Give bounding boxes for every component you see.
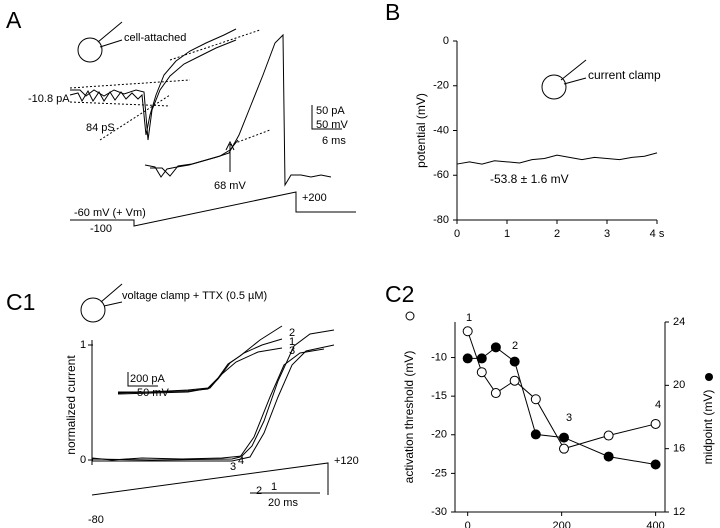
point [476,353,487,364]
annotation: -10.8 pA [28,93,70,105]
panel-label: B [385,0,400,25]
x-tick-label: 200 [552,520,570,528]
y-tick-label: -20 [433,80,449,92]
traces [69,28,356,227]
y2-tick-label: 24 [673,316,685,328]
trace-label: 1 [271,481,277,493]
annotation: 1 [466,312,472,324]
point [476,367,487,378]
scale-label: 6 ms [322,135,346,147]
annotation: -80 [88,514,104,526]
cell-icon [77,21,123,63]
y-axis-label: normalized current [64,355,78,455]
point [462,353,473,364]
y2-tick-label: 16 [673,443,685,455]
annotation: 3 [566,412,572,424]
y2-axis-label: midpoint (mV) [701,390,715,465]
cell-icon [80,283,123,323]
annotation: 2 [512,340,518,352]
trace-label: 4 [238,455,244,467]
y-tick-label: -60 [433,169,449,181]
point [650,459,661,470]
point [558,432,569,443]
y-tick-label: -20 [431,429,447,441]
y2-tick-label: 20 [673,379,685,391]
trace-label: 2 [289,327,295,339]
annotation: 4 [655,399,661,411]
x-tick-label: 2 [554,228,560,240]
annotation: -100 [90,223,112,235]
annotation: +200 [302,192,327,204]
point [509,375,520,386]
x-tick-label: 4 s [650,228,665,240]
point [530,429,541,440]
point [650,418,661,429]
y2-tick-label: 12 [673,506,685,518]
annotation: -53.8 ± 1.6 mV [490,172,569,186]
x-tick-label: 3 [604,228,610,240]
y-axis-label: potential (mV) [414,93,428,168]
axis-label: 1 [80,339,86,351]
y-tick-label: -80 [433,214,449,226]
point [490,342,501,353]
point [509,356,520,367]
annotation: voltage clamp + TTX (0.5 µM) [122,290,267,302]
point [462,326,473,337]
series-line [456,152,658,165]
point [558,443,569,454]
scale-label: 50 pA [316,105,345,117]
point [530,394,541,405]
trace-label: 2 [256,485,262,497]
y-tick-label: -10 [431,351,447,363]
y-tick-label: -30 [431,506,447,518]
trace-label: 3 [289,345,295,357]
traces [88,325,335,496]
y-tick-label: -25 [431,467,447,479]
annotation: 68 mV [214,180,246,192]
scale-label: 200 pA [130,373,166,385]
legend-symbol [405,311,415,321]
axis [454,322,666,513]
point [603,430,614,441]
point [603,451,614,462]
annotation: -60 mV (+ Vm) [74,207,146,219]
scale-label: 20 ms [268,497,298,509]
panel-label: C2 [385,281,414,307]
y-tick-label: 0 [443,35,449,47]
axis-label: 0 [80,454,86,466]
x-tick-label: 1 [504,228,510,240]
y-axis-label: activation threshold (mV) [402,351,416,484]
annotation: current clamp [588,68,661,82]
annotation: 84 pS [86,122,115,134]
x-tick-label: 0 [454,228,460,240]
x-tick-label: 400 [646,520,664,528]
legend-symbol [705,373,713,381]
point [490,388,501,399]
cell-icon [541,59,587,100]
scale-label: 50 mV [137,387,169,399]
trace-label: 3 [230,461,236,473]
annotation: +120 [334,455,359,467]
annotation: cell-attached [124,32,186,44]
x-tick-label: 0 [465,520,471,528]
panel-label: C1 [6,289,35,315]
trace-label: 1 [289,336,295,348]
panel-label: A [6,7,22,33]
y-tick-label: -15 [431,390,447,402]
scale-label: 50 mV [316,119,348,131]
y-tick-label: -40 [433,124,449,136]
